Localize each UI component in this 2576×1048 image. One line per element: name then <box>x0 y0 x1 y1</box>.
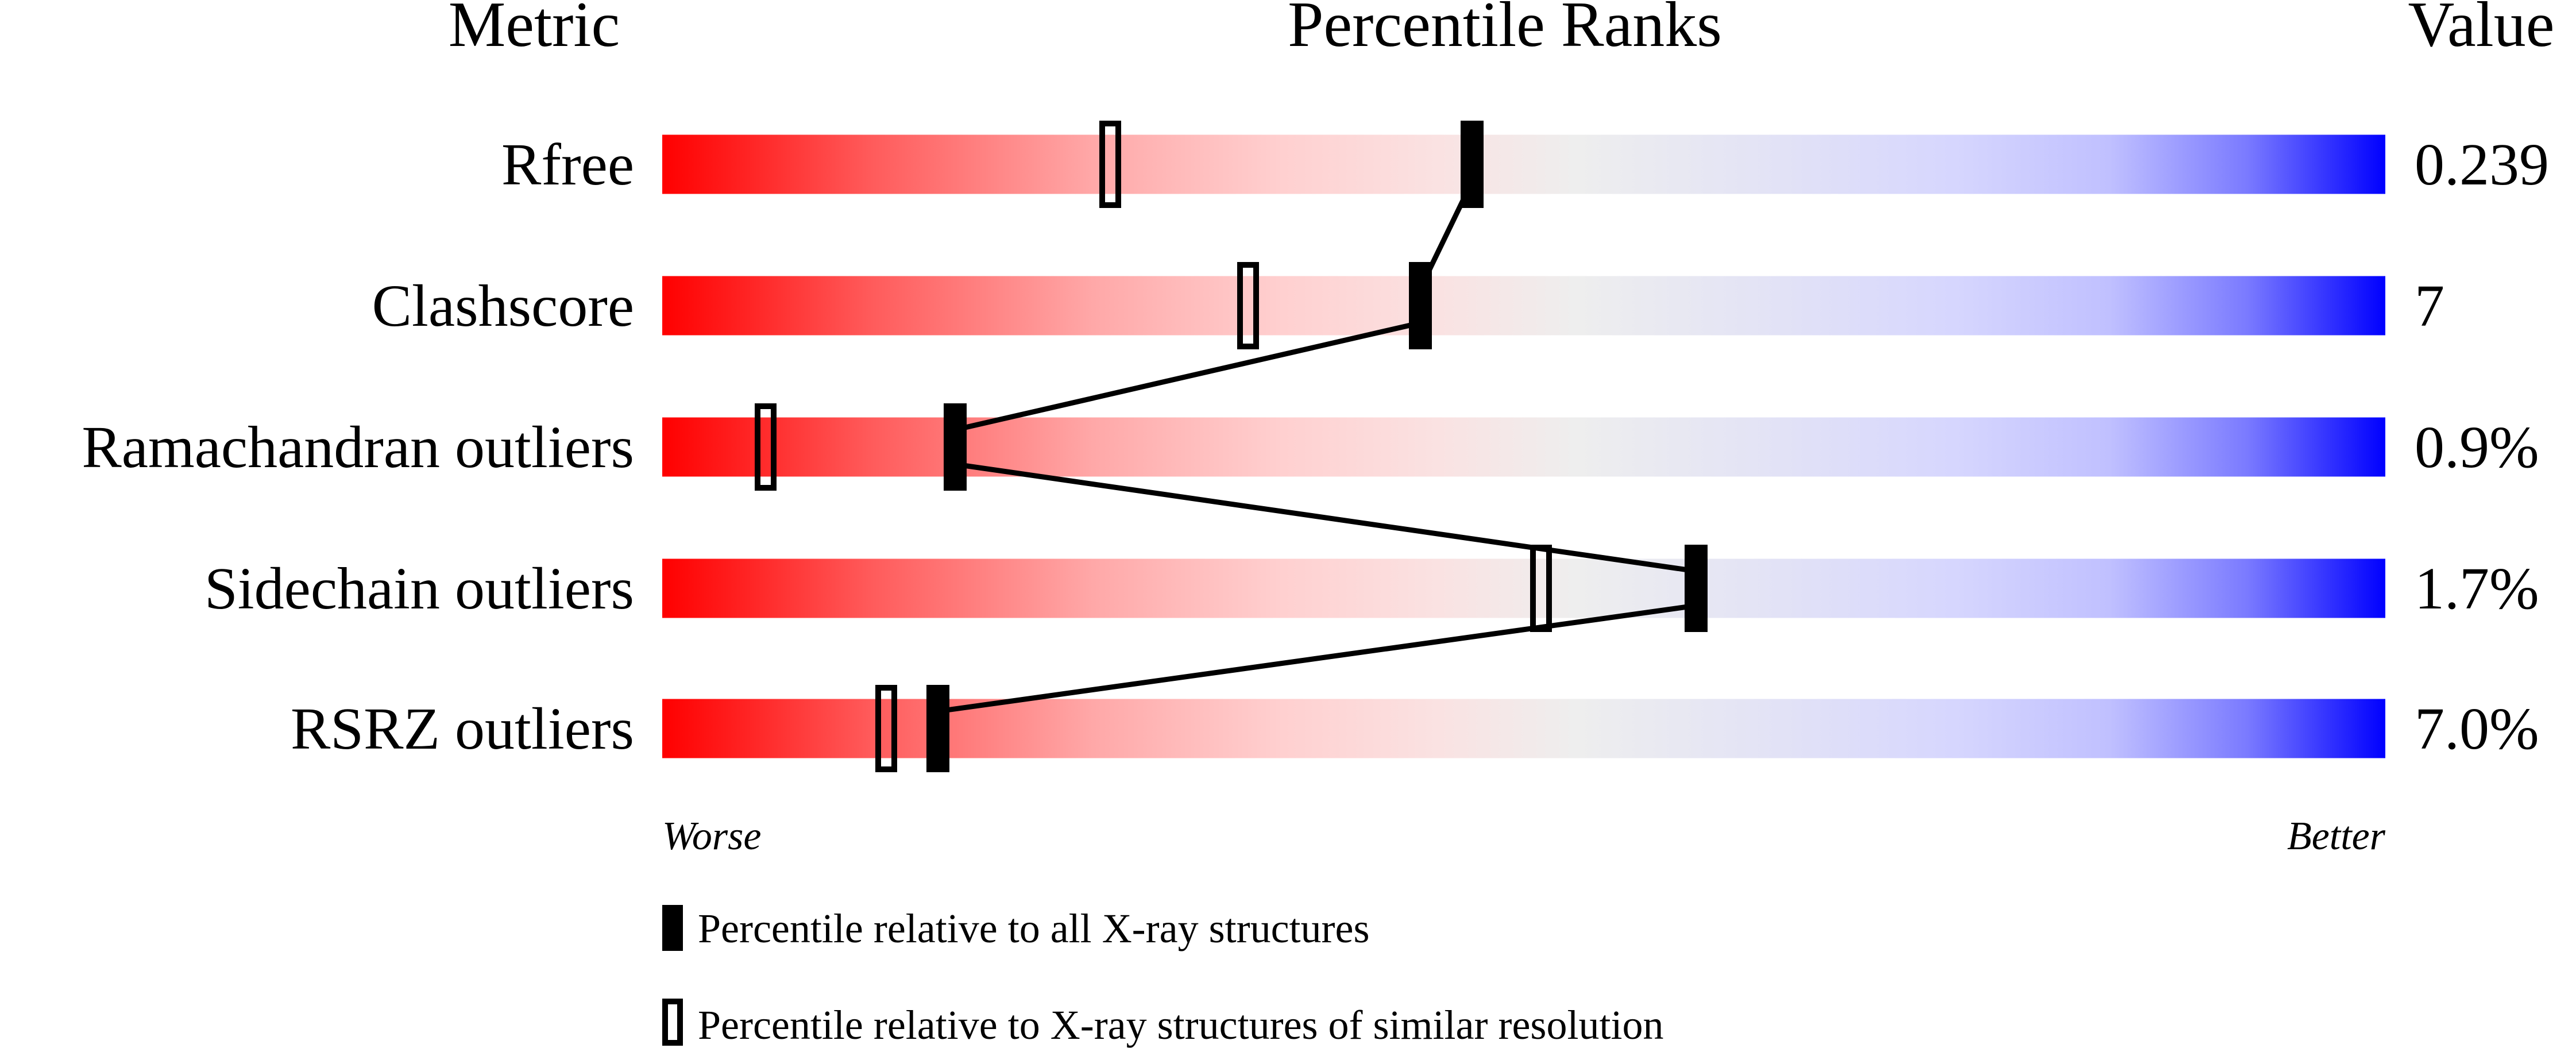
marker-similar-resolution <box>1099 121 1121 208</box>
connector-line <box>955 461 1697 574</box>
marker-all-structures <box>1409 262 1432 349</box>
metric-label: Sidechain outliers <box>204 556 634 622</box>
header-metric: Metric <box>449 0 620 60</box>
marker-all-structures <box>1461 121 1484 208</box>
metric-value: 7.0% <box>2415 696 2539 762</box>
metric-label: Rfree <box>501 132 634 198</box>
metric-value: 0.239 <box>2415 132 2549 198</box>
metric-label: Clashscore <box>372 273 634 339</box>
header-value: Value <box>2408 0 2554 60</box>
metric-value: 1.7% <box>2415 556 2539 622</box>
metric-label: RSRZ outliers <box>291 696 634 762</box>
markers <box>755 121 1708 772</box>
marker-similar-resolution <box>755 403 777 491</box>
percentile-bar <box>662 276 2385 336</box>
header-percentile-ranks: Percentile Ranks <box>1288 0 1722 60</box>
marker-all-structures <box>926 685 949 772</box>
connector-line <box>937 603 1697 714</box>
legend-all-marker <box>662 905 683 951</box>
marker-all-structures <box>1685 545 1708 632</box>
marker-similar-resolution <box>1237 262 1259 349</box>
percentile-bar <box>662 134 2385 194</box>
connector-line <box>954 320 1422 433</box>
rows: Rfree 0.239 Clashscore 7 Ramachandran outlie… <box>82 132 2549 762</box>
legend-all-label: Percentile relative to all X-ray structu… <box>698 906 1370 951</box>
metric-value: 7 <box>2415 273 2444 339</box>
legend-similar-marker <box>662 999 683 1046</box>
marker-similar-resolution <box>1530 545 1552 632</box>
metric-label: Ramachandran outliers <box>82 414 634 480</box>
legend-similar-label: Percentile relative to X-ray structures … <box>698 1002 1663 1048</box>
percentile-bar <box>662 417 2385 477</box>
axis-better-label: Better <box>2287 814 2386 858</box>
marker-similar-resolution <box>875 685 897 772</box>
axis-worse-label: Worse <box>662 814 761 858</box>
marker-all-structures <box>944 403 967 491</box>
metric-value: 0.9% <box>2415 414 2539 480</box>
percentile-bar <box>662 558 2385 618</box>
percentile-bar <box>662 699 2385 758</box>
